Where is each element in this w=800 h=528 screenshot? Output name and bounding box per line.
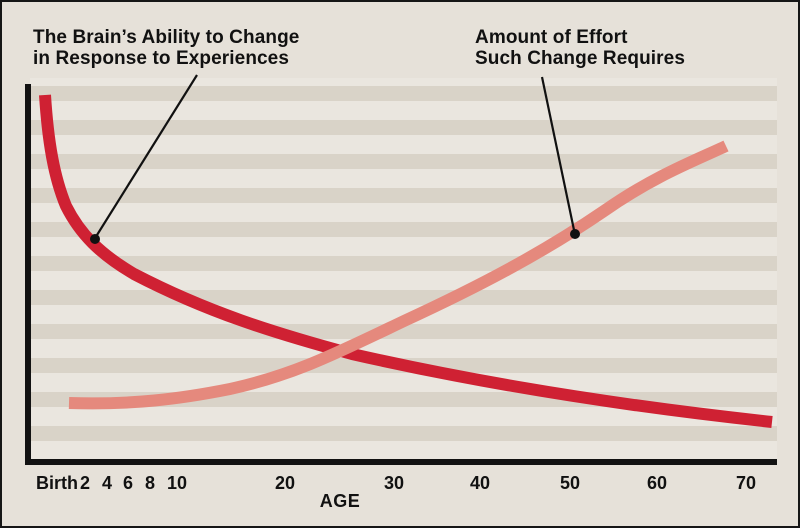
x-tick-70: 70 bbox=[735, 473, 757, 493]
x-tick-20: 20 bbox=[274, 473, 296, 493]
x-tick-6: 6 bbox=[122, 473, 134, 493]
effort-annotation-dot bbox=[570, 229, 580, 239]
x-tick-8: 8 bbox=[144, 473, 156, 493]
x-tick-2: 2 bbox=[79, 473, 91, 493]
x-tick-birth: Birth bbox=[36, 473, 78, 493]
brain-annotation-leader-line bbox=[96, 74, 198, 236]
y-axis-line bbox=[25, 84, 31, 465]
effort-curve bbox=[68, 140, 729, 410]
x-tick-4: 4 bbox=[101, 473, 113, 493]
x-tick-40: 40 bbox=[469, 473, 491, 493]
x-tick-50: 50 bbox=[559, 473, 581, 493]
x-axis-title: AGE bbox=[319, 491, 361, 511]
x-axis-line bbox=[25, 459, 777, 465]
x-tick-10: 10 bbox=[166, 473, 188, 493]
x-tick-60: 60 bbox=[646, 473, 668, 493]
effort-curve-label-line2: Such Change Requires bbox=[475, 48, 685, 69]
effort-annotation-leader-line bbox=[540, 76, 576, 231]
effort-curve-label: Amount of Effort Such Change Requires bbox=[475, 27, 685, 69]
effort-curve-label-line1: Amount of Effort bbox=[475, 27, 628, 48]
brain-curve-label-line2: in Response to Experiences bbox=[33, 48, 290, 69]
brain-curve-label: The Brain’s Ability to Change in Respons… bbox=[33, 27, 299, 69]
brain-ability-curve bbox=[39, 94, 773, 428]
x-tick-30: 30 bbox=[383, 473, 405, 493]
brain-curve-label-line1: The Brain’s Ability to Change bbox=[33, 27, 300, 48]
brain-annotation-dot bbox=[90, 234, 100, 244]
